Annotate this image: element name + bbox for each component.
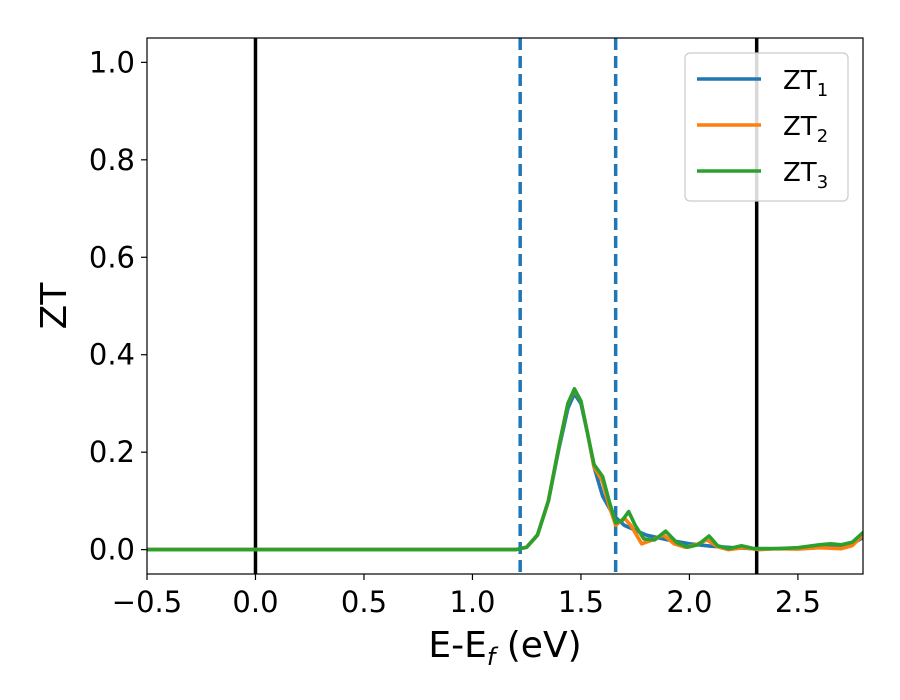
y-tick-label: 0.2	[89, 435, 135, 469]
y-tick-label: 0.4	[89, 338, 135, 372]
legend-box	[684, 52, 849, 202]
reference-lines	[253, 38, 759, 574]
legend-label-zt3: ZT3	[783, 158, 828, 193]
y-axis: 0.0 0.2 0.4 0.6 0.8 1.0	[89, 45, 147, 567]
x-tick-label: −0.5	[112, 585, 182, 619]
x-axis-label-main: E-E	[428, 625, 486, 666]
series-line-zt3	[147, 387, 863, 552]
y-axis-label: ZT	[34, 282, 75, 330]
series-lines	[147, 387, 863, 552]
x-tick-label: 0.5	[341, 585, 387, 619]
legend-label-subscript: 1	[817, 80, 828, 101]
x-tick-label: 2.0	[666, 585, 712, 619]
legend-label-main: ZT	[783, 66, 817, 96]
legend-label-subscript: 3	[817, 172, 828, 193]
legend-label-subscript: 2	[817, 126, 828, 147]
legend-label-main: ZT	[783, 158, 817, 188]
plot-area-frame	[146, 37, 864, 575]
x-axis: −0.5 0.0 0.5 1.0 1.5 2.0 2.5	[112, 574, 821, 619]
y-tick-label: 0.6	[89, 240, 135, 274]
x-tick-label: 1.5	[558, 585, 604, 619]
x-tick-label: 2.5	[775, 585, 821, 619]
legend-label-zt2: ZT2	[783, 112, 828, 147]
x-axis-label-unit: (eV)	[495, 625, 581, 666]
legend-label-main: ZT	[783, 112, 817, 142]
y-tick-label: 0.8	[89, 143, 135, 177]
x-tick-label: 1.0	[449, 585, 495, 619]
x-axis-label: E-Ef (eV)	[428, 625, 581, 671]
legend-label-zt1: ZT1	[783, 66, 828, 101]
y-tick-label: 0.0	[89, 533, 135, 567]
x-tick-label: 0.0	[232, 585, 278, 619]
y-tick-label: 1.0	[89, 45, 135, 79]
